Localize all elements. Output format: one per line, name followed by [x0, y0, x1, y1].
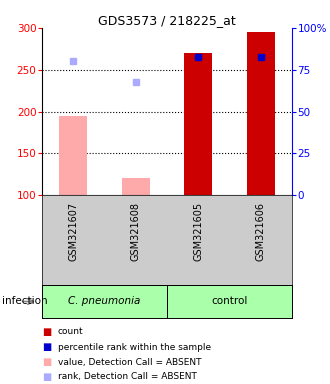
- Text: ■: ■: [42, 342, 51, 352]
- Bar: [247, 32, 275, 195]
- Text: GSM321605: GSM321605: [193, 202, 203, 262]
- Bar: [42, 285, 167, 318]
- Text: C. pneumonia: C. pneumonia: [68, 296, 141, 306]
- Text: control: control: [211, 296, 248, 306]
- Text: GSM321608: GSM321608: [131, 202, 141, 261]
- Bar: [122, 178, 150, 195]
- Text: ■: ■: [42, 357, 51, 367]
- Title: GDS3573 / 218225_at: GDS3573 / 218225_at: [98, 14, 236, 27]
- Bar: [184, 53, 212, 195]
- Text: GSM321607: GSM321607: [68, 202, 78, 262]
- Text: infection: infection: [2, 296, 47, 306]
- Bar: [59, 116, 87, 195]
- Text: percentile rank within the sample: percentile rank within the sample: [58, 343, 211, 351]
- Text: value, Detection Call = ABSENT: value, Detection Call = ABSENT: [58, 358, 202, 366]
- Text: ■: ■: [42, 327, 51, 337]
- Text: ■: ■: [42, 372, 51, 382]
- Text: GSM321606: GSM321606: [256, 202, 266, 261]
- Text: rank, Detection Call = ABSENT: rank, Detection Call = ABSENT: [58, 372, 197, 381]
- Bar: [167, 285, 292, 318]
- Text: count: count: [58, 328, 83, 336]
